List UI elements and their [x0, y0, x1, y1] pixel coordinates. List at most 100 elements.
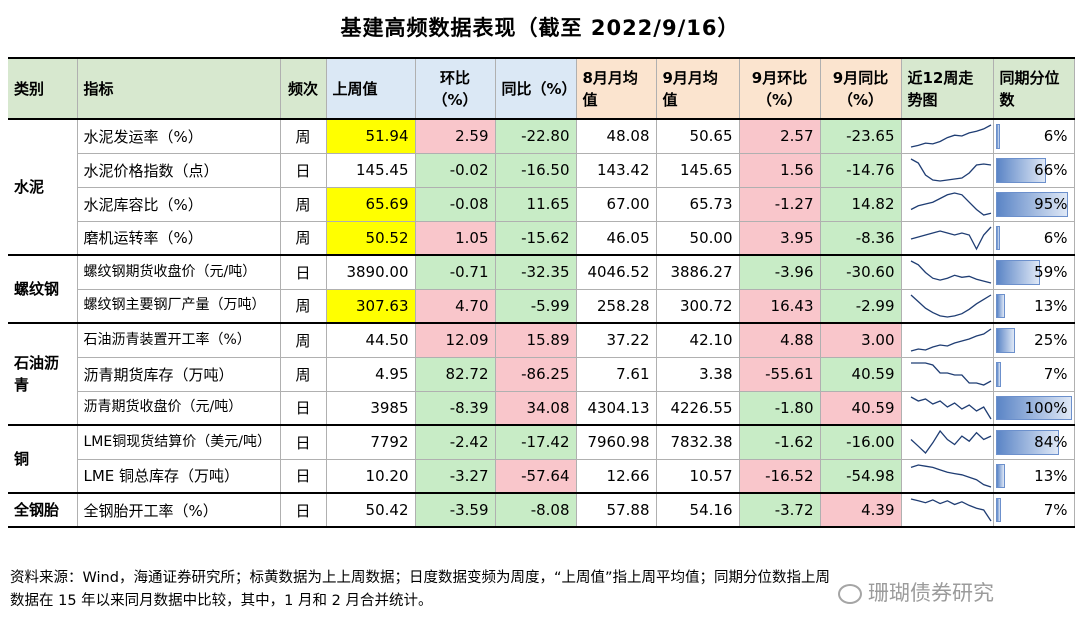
source-note: 资料来源：Wind，海通证券研究所；标黄数据为上上周数据；日度数据变频为周度，“…	[10, 567, 1070, 613]
last-week-cell: 307.63	[326, 289, 416, 324]
sep-yoy-cell: -54.98	[820, 459, 902, 494]
percentile-value: 6%	[1043, 127, 1068, 146]
sparkline	[910, 498, 992, 522]
sep-yoy-cell: 14.82	[820, 187, 902, 222]
sparkline-cell	[901, 255, 994, 290]
sparkline-cell	[901, 119, 994, 154]
sparkline-cell	[901, 221, 994, 256]
percentile-bar	[995, 463, 1006, 488]
sep-mom-cell: -3.72	[739, 493, 821, 528]
aug-avg-cell: 46.05	[576, 221, 657, 256]
sep-yoy-cell: -8.36	[820, 221, 902, 256]
percentile-cell: 100%	[993, 391, 1075, 426]
aug-avg-cell: 4046.52	[576, 255, 657, 290]
table-row: 沥青期货库存（万吨）周 4.95 82.72 -86.25 7.61 3.38 -55.61…	[8, 357, 1075, 392]
sep-mom-cell: -1.62	[739, 425, 821, 460]
wow-cell: 4.70	[415, 289, 496, 324]
sparkline-series	[910, 260, 991, 284]
yoy-cell: -8.08	[495, 493, 577, 528]
aug-avg-cell: 12.66	[576, 459, 657, 494]
wow-cell: -2.42	[415, 425, 496, 460]
sparkline	[910, 124, 991, 148]
sparkline-series	[910, 328, 991, 352]
sparkline-series	[910, 124, 991, 148]
percentile-bar	[995, 260, 1041, 285]
sparkline	[910, 362, 991, 386]
sparkline-series	[910, 396, 992, 420]
percentile-bar	[995, 157, 1046, 183]
sparkline-series	[910, 294, 991, 318]
aug-avg-cell: 7960.98	[576, 425, 657, 460]
yoy-cell: -57.64	[495, 459, 577, 494]
table-row: 铜 LME铜现货结算价（美元/吨）日 7792 -2.42 -17.42 7960.98 7…	[8, 425, 1075, 494]
header-indicator: 指标	[77, 57, 281, 120]
sep-yoy-cell: -2.99	[820, 289, 902, 324]
percentile-bar	[995, 293, 1006, 318]
percentile-value: 7%	[1043, 365, 1068, 383]
yoy-cell: -16.50	[495, 153, 577, 188]
wow-cell: -3.59	[415, 493, 496, 528]
sparkline	[910, 192, 991, 216]
table-row: 螺纹钢 螺纹钢期货收盘价（元/吨）日 3890.00 -0.71 -32.35 4046.…	[8, 255, 1075, 324]
header-aug-avg: 8月月均值	[576, 57, 657, 120]
header-row: 类别 指标 频次 上周值 环比（%） 同比（%） 8月月均值 9月月均值 9月环…	[8, 57, 1075, 120]
last-week-cell: 44.50	[326, 323, 416, 358]
last-week-cell: 4.95	[326, 357, 416, 392]
sep-yoy-cell: 3.00	[820, 323, 902, 358]
aug-avg-cell: 48.08	[576, 119, 657, 154]
header-frequency: 频次	[280, 57, 327, 120]
frequency-cell: 日	[280, 255, 327, 290]
frequency-cell: 日	[280, 425, 327, 460]
indicator-cell: LME 铜总库存（万吨）	[77, 459, 281, 494]
source-note-line-2: 数据在 15 年以来同月数据中比较，其中，1 月和 2 月合并统计。	[10, 593, 433, 609]
last-week-cell: 50.42	[326, 493, 416, 528]
category-cell: 铜	[8, 425, 78, 494]
yoy-cell: 15.89	[495, 323, 577, 358]
percentile-bar	[995, 498, 1001, 522]
indicator-cell: 螺纹钢主要钢厂产量（万吨）	[77, 289, 281, 324]
yoy-cell: -22.80	[495, 119, 577, 154]
indicator-cell: 水泥价格指数（点）	[77, 153, 281, 188]
frequency-cell: 日	[280, 493, 327, 528]
percentile-cell: 59%	[993, 255, 1075, 290]
aug-avg-cell: 67.00	[576, 187, 657, 222]
sep-mom-cell: -1.27	[739, 187, 821, 222]
wow-cell: -3.27	[415, 459, 496, 494]
sep-mom-cell: 4.88	[739, 323, 821, 358]
source-note-line-1: 资料来源：Wind，海通证券研究所；标黄数据为上上周数据；日度数据变频为周度，“…	[10, 570, 830, 586]
sparkline-series	[910, 498, 992, 522]
sparkline-cell	[901, 153, 994, 188]
wow-cell: -0.71	[415, 255, 496, 290]
percentile-bar	[995, 328, 1015, 353]
frequency-cell: 周	[280, 357, 327, 392]
indicator-cell: 石油沥青装置开工率（%）	[77, 323, 281, 358]
frequency-cell: 日	[280, 391, 327, 426]
sparkline	[910, 294, 991, 318]
indicator-cell: LME铜现货结算价（美元/吨）	[77, 425, 281, 460]
header-category: 类别	[8, 57, 78, 120]
wow-cell: -8.39	[415, 391, 496, 426]
aug-avg-cell: 258.28	[576, 289, 657, 324]
frequency-cell: 周	[280, 323, 327, 358]
aug-avg-cell: 37.22	[576, 323, 657, 358]
sep-mom-cell: 16.43	[739, 289, 821, 324]
percentile-bar	[995, 395, 1072, 420]
table-title: 基建高频数据表现（截至 2022/9/16）	[340, 16, 740, 40]
indicator-cell: 沥青期货库存（万吨）	[77, 357, 281, 392]
sep-yoy-cell: -14.76	[820, 153, 902, 188]
sparkline	[910, 430, 991, 455]
yoy-cell: -17.42	[495, 425, 577, 460]
watermark-text: 珊瑚债券研究	[868, 581, 994, 605]
frequency-cell: 日	[280, 459, 327, 494]
sep-mom-cell: -1.80	[739, 391, 821, 426]
percentile-value: 13%	[1034, 296, 1068, 315]
watermark: 珊瑚债券研究	[838, 577, 994, 607]
percentile-value: 66%	[1034, 161, 1068, 179]
category-cell: 水泥	[8, 119, 78, 256]
sep-yoy-cell: 4.39	[820, 493, 902, 528]
sep-avg-cell: 3.38	[656, 357, 740, 392]
frequency-cell: 周	[280, 119, 327, 154]
frequency-cell: 周	[280, 187, 327, 222]
sparkline	[910, 158, 991, 182]
sep-mom-cell: -55.61	[739, 357, 821, 392]
